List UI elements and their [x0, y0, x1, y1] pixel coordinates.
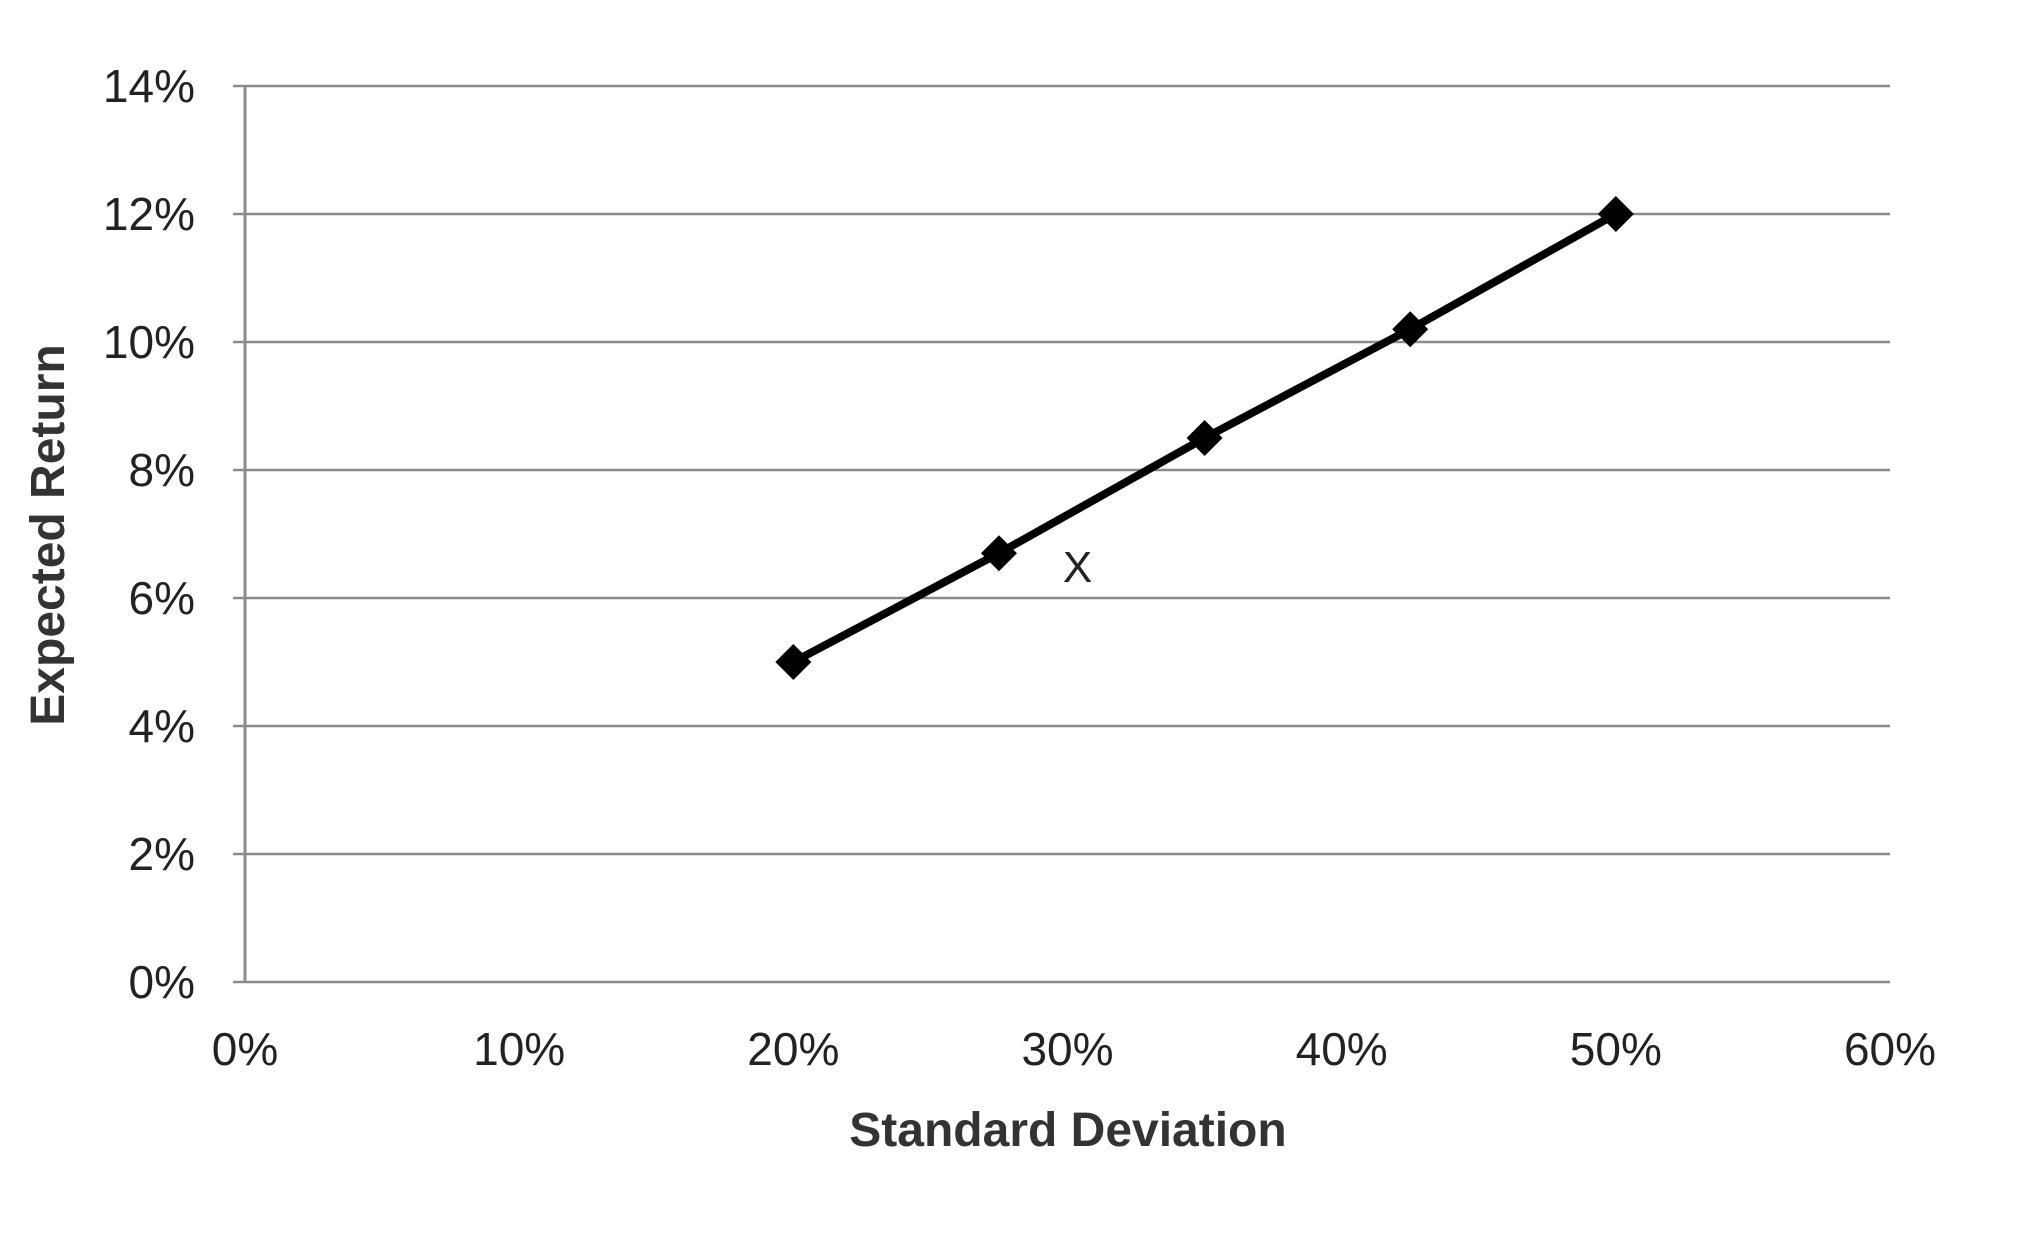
data-point-marker	[980, 535, 1017, 572]
y-tick-label: 14%	[103, 60, 195, 112]
data-point-marker	[775, 644, 812, 680]
x-axis-tick-labels: 0% 10% 20% 30% 40% 50% 60%	[212, 1023, 1936, 1075]
x-tick-label: 40%	[1296, 1023, 1388, 1075]
y-tick-label: 10%	[103, 316, 195, 368]
grid-lines	[233, 84, 1890, 984]
y-tick-label: 12%	[103, 188, 195, 240]
y-tick-label: 0%	[129, 956, 195, 1008]
x-axis-title: Standard Deviation	[849, 1104, 1286, 1157]
y-tick-label: 4%	[129, 700, 195, 752]
y-tick-label: 8%	[129, 444, 195, 496]
y-axis-tick-labels: 0% 2% 4% 6% 8% 10% 12% 14%	[103, 60, 195, 1008]
y-tick-label: 6%	[129, 572, 195, 624]
data-point-marker	[1186, 420, 1223, 456]
data-point-marker	[1597, 196, 1634, 232]
annotations: X	[1063, 543, 1092, 592]
data-series	[775, 196, 1634, 680]
x-tick-label: 30%	[1021, 1023, 1113, 1075]
x-tick-label: 10%	[473, 1023, 565, 1075]
y-axis-title: Expected Return	[22, 344, 75, 725]
data-point-marker	[1392, 311, 1429, 348]
x-tick-label: 60%	[1844, 1023, 1936, 1075]
x-tick-label: 50%	[1570, 1023, 1662, 1075]
x-tick-label: 20%	[747, 1023, 839, 1075]
annotation-label: X	[1063, 543, 1092, 592]
x-tick-label: 0%	[212, 1023, 278, 1075]
y-tick-label: 2%	[129, 828, 195, 880]
